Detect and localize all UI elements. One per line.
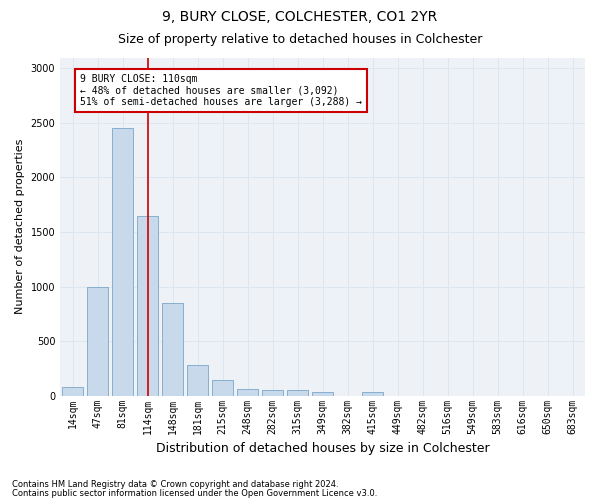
Bar	[362, 392, 383, 396]
Bar	[287, 390, 308, 396]
Bar	[137, 216, 158, 396]
Text: Contains HM Land Registry data © Crown copyright and database right 2024.: Contains HM Land Registry data © Crown c…	[12, 480, 338, 489]
Bar	[262, 390, 283, 396]
Text: Size of property relative to detached houses in Colchester: Size of property relative to detached ho…	[118, 32, 482, 46]
Text: 9 BURY CLOSE: 110sqm
← 48% of detached houses are smaller (3,092)
51% of semi-de: 9 BURY CLOSE: 110sqm ← 48% of detached h…	[80, 74, 362, 107]
Y-axis label: Number of detached properties: Number of detached properties	[15, 139, 25, 314]
Bar	[87, 286, 108, 396]
Bar	[162, 303, 183, 396]
Bar	[312, 392, 333, 396]
Text: 9, BURY CLOSE, COLCHESTER, CO1 2YR: 9, BURY CLOSE, COLCHESTER, CO1 2YR	[163, 10, 437, 24]
Bar	[112, 128, 133, 396]
Bar	[212, 380, 233, 396]
Text: Contains public sector information licensed under the Open Government Licence v3: Contains public sector information licen…	[12, 488, 377, 498]
X-axis label: Distribution of detached houses by size in Colchester: Distribution of detached houses by size …	[156, 442, 490, 455]
Bar	[187, 365, 208, 396]
Bar	[62, 388, 83, 396]
Bar	[237, 389, 258, 396]
